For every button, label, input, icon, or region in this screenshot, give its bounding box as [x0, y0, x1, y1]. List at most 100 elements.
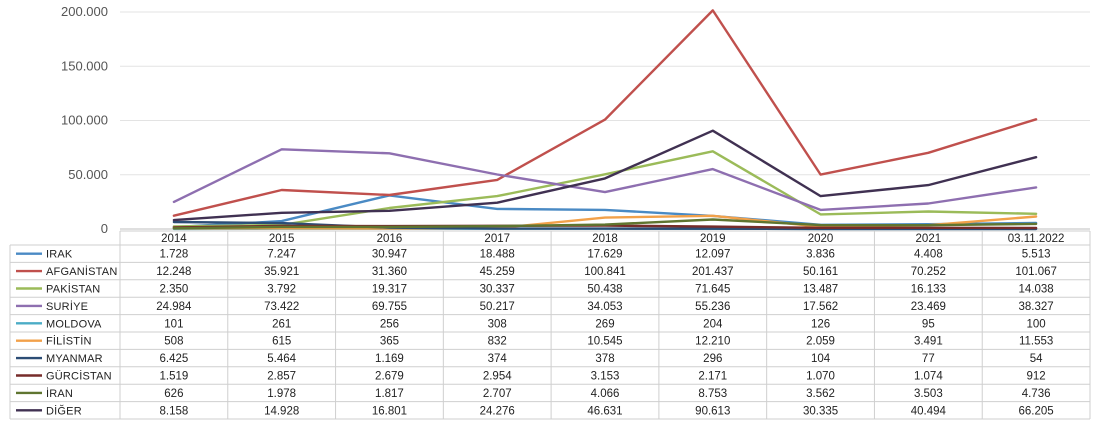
data-label: 24.984 — [156, 301, 192, 313]
data-label: 3.562 — [806, 388, 835, 400]
data-label: 3.491 — [914, 336, 943, 348]
data-label: 66.205 — [1019, 405, 1054, 417]
data-label: 4.408 — [914, 249, 943, 261]
data-label: 95 — [922, 318, 935, 330]
data-label: 69.755 — [372, 301, 407, 313]
data-label: 101.067 — [1015, 266, 1057, 278]
data-label: 14.928 — [264, 405, 299, 417]
data-label: 100 — [1027, 318, 1046, 330]
data-label: 374 — [488, 353, 508, 365]
data-label: 90.613 — [695, 405, 730, 417]
data-label: 126 — [811, 318, 830, 330]
legend-label: SURİYE — [46, 300, 88, 313]
x-tick-label: 2017 — [484, 233, 510, 245]
data-label: 17.629 — [587, 249, 622, 261]
x-tick-label: 2016 — [377, 233, 403, 245]
data-label: 30.947 — [372, 249, 407, 261]
y-tick-label: 150.000 — [61, 58, 108, 73]
legend-label: PAKİSTAN — [46, 283, 100, 296]
data-label: 70.252 — [911, 266, 946, 278]
legend-label: İRAN — [46, 387, 73, 400]
data-label: 615 — [272, 336, 291, 348]
data-label: 201.437 — [692, 266, 734, 278]
data-label: 3.153 — [591, 371, 620, 383]
data-label: 12.210 — [695, 336, 730, 348]
data-label: 378 — [595, 353, 614, 365]
data-label: 24.276 — [480, 405, 515, 417]
data-label: 101 — [164, 318, 183, 330]
x-tick-label: 2020 — [808, 233, 834, 245]
data-label: 38.327 — [1019, 301, 1054, 313]
data-label: 7.247 — [267, 249, 296, 261]
data-label: 46.631 — [587, 405, 622, 417]
data-label: 204 — [703, 318, 723, 330]
data-label: 2.059 — [806, 336, 835, 348]
data-label: 40.494 — [911, 405, 947, 417]
data-label: 2.679 — [375, 371, 404, 383]
y-tick-label: 100.000 — [61, 113, 108, 128]
data-label: 14.038 — [1019, 284, 1054, 296]
data-label: 17.562 — [803, 301, 838, 313]
data-label: 2.857 — [267, 371, 296, 383]
series-lines — [174, 10, 1036, 229]
data-label: 365 — [380, 336, 399, 348]
data-label: 6.425 — [159, 353, 188, 365]
x-tick-label: 2015 — [269, 233, 295, 245]
data-label: 1.728 — [159, 249, 188, 261]
x-tick-label: 03.11.2022 — [1008, 233, 1065, 245]
data-label: 12.248 — [156, 266, 191, 278]
data-label: 1.074 — [914, 371, 943, 383]
data-label: 1.978 — [267, 388, 296, 400]
data-label: 1.070 — [806, 371, 835, 383]
data-label: 5.464 — [267, 353, 296, 365]
data-label: 30.337 — [480, 284, 515, 296]
data-label: 16.133 — [911, 284, 946, 296]
data-label: 8.158 — [159, 405, 188, 417]
data-label: 4.736 — [1022, 388, 1051, 400]
legend-label: MYANMAR — [46, 353, 103, 365]
data-label: 1.519 — [159, 371, 188, 383]
legend-label: DİĞER — [46, 404, 82, 417]
data-label: 71.645 — [695, 284, 730, 296]
x-tick-label: 2021 — [916, 233, 942, 245]
data-label: 104 — [811, 353, 831, 365]
data-label: 23.469 — [911, 301, 946, 313]
legend-label: GÜRCİSTAN — [46, 370, 112, 383]
legend-label: IRAK — [46, 249, 73, 261]
data-label: 2.171 — [698, 371, 727, 383]
legend-label: FİLİSTİN — [46, 335, 92, 348]
legend-label: MOLDOVA — [46, 318, 102, 330]
data-label: 73.422 — [264, 301, 299, 313]
data-label: 3.503 — [914, 388, 943, 400]
data-label: 34.053 — [587, 301, 622, 313]
data-label: 832 — [488, 336, 507, 348]
data-label: 2.954 — [483, 371, 512, 383]
data-label: 508 — [164, 336, 183, 348]
data-label: 30.335 — [803, 405, 838, 417]
data-label: 100.841 — [584, 266, 626, 278]
data-label: 1.817 — [375, 388, 404, 400]
data-label: 2.350 — [159, 284, 188, 296]
data-label: 45.259 — [480, 266, 515, 278]
data-label: 55.236 — [695, 301, 730, 313]
data-label: 4.066 — [591, 388, 620, 400]
data-label: 12.097 — [695, 249, 730, 261]
x-tick-label: 2018 — [592, 233, 618, 245]
data-label: 308 — [488, 318, 507, 330]
data-label: 5.513 — [1022, 249, 1051, 261]
data-label: 3.836 — [806, 249, 835, 261]
y-tick-label: 200.000 — [61, 4, 108, 19]
data-label: 11.553 — [1019, 336, 1053, 348]
data-label: 2.707 — [483, 388, 512, 400]
data-label: 50.161 — [803, 266, 838, 278]
y-tick-label: 0 — [101, 221, 108, 236]
series-line-1 — [174, 10, 1036, 215]
data-label: 8.753 — [698, 388, 727, 400]
data-label: 31.360 — [372, 266, 407, 278]
data-label: 256 — [380, 318, 399, 330]
data-label: 16.801 — [372, 405, 407, 417]
data-label: 3.792 — [267, 284, 296, 296]
